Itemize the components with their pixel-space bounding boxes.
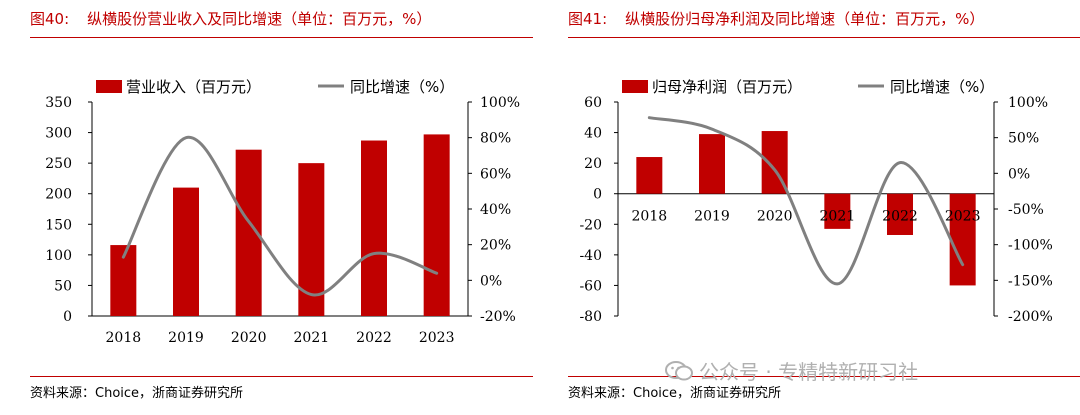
y-tick-label-right: 20% (480, 238, 511, 254)
x-tick-label: 2020 (757, 209, 793, 225)
y-tick-label-right: -200% (1008, 309, 1053, 325)
revenue-chart: 0 50 100 150 200 250 300 350 -20% 0% 20% 40% 60% 80% 1… (0, 40, 540, 370)
y-tick-label-left: -40 (579, 248, 602, 264)
title-divider (568, 37, 1080, 38)
y-tick-label-left: 100 (45, 248, 72, 264)
legend-line-label: 同比增速（%） (890, 78, 994, 96)
x-tick-label: 2019 (694, 209, 730, 225)
y-tick-label-left: 200 (45, 187, 72, 203)
y-tick-label-left: 0 (63, 309, 72, 325)
watermark-text: 公众号 · 专精特新研习社 (699, 356, 918, 385)
y-tick-label-left: 20 (584, 156, 602, 172)
y-tick-label-left: 150 (45, 217, 72, 233)
source-divider (30, 376, 533, 377)
chart-title-text: 纵横股份归母净利润及同比增速（单位：百万元，%） (625, 10, 984, 28)
y-tick-label-left: 60 (584, 95, 602, 111)
y-tick-label-left: 40 (584, 126, 602, 142)
chart-title: 图40: 纵横股份营业收入及同比增速（单位：百万元，%） (30, 8, 431, 29)
title-divider (30, 37, 533, 38)
growth-line (123, 137, 436, 295)
figure-number: 图40: (30, 10, 69, 28)
y-tick-label-right: 80% (480, 131, 511, 147)
y-tick-label-right: 0% (1008, 166, 1030, 182)
y-tick-label-right: -150% (1008, 273, 1053, 289)
bar-2022 (361, 141, 387, 316)
bar-2018 (636, 157, 662, 194)
legend-line-label: 同比增速（%） (350, 78, 454, 96)
legend-bar-label: 归母净利润（百万元） (652, 78, 802, 96)
y-tick-label-right: 50% (1008, 131, 1039, 147)
legend-bar-swatch (96, 80, 122, 93)
y-tick-label-right: 40% (480, 202, 511, 218)
x-tick-label: 2020 (231, 330, 267, 346)
legend-bar-swatch (622, 80, 648, 93)
y-tick-label-right: 100% (480, 95, 520, 111)
y-tick-label-left: -60 (579, 278, 602, 294)
x-tick-label: 2022 (356, 330, 392, 346)
y-tick-label-right: 100% (1008, 95, 1048, 111)
chart-title-text: 纵横股份营业收入及同比增速（单位：百万元，%） (87, 10, 431, 28)
net-profit-chart: -80 -60 -40 -20 0 20 40 60 -200% -150% -100% -50% 0%… (540, 40, 1080, 370)
y-tick-label-right: 0% (480, 273, 502, 289)
y-tick-label-right: -50% (1008, 202, 1044, 218)
watermark: 公众号 · 专精特新研习社 (665, 356, 918, 385)
y-tick-label-left: 50 (54, 278, 72, 294)
y-tick-label-right: 60% (480, 166, 511, 182)
x-tick-label: 2021 (820, 209, 856, 225)
bar-2023 (424, 134, 450, 316)
figure-number: 图41: (568, 10, 607, 28)
bar-2019 (173, 188, 199, 316)
x-tick-label: 2023 (419, 330, 455, 346)
y-tick-label-right: -20% (480, 309, 516, 325)
x-tick-label: 2018 (632, 209, 668, 225)
x-tick-label: 2021 (294, 330, 330, 346)
y-tick-label-right: -100% (1008, 238, 1053, 254)
wechat-icon (665, 360, 693, 382)
y-tick-label-left: 300 (45, 126, 72, 142)
bar-2023 (950, 194, 976, 286)
legend-bar-label: 营业收入（百万元） (126, 78, 261, 96)
growth-line (649, 118, 962, 284)
x-tick-label: 2018 (106, 330, 142, 346)
x-tick-label: 2019 (168, 330, 204, 346)
x-tick-label: 2023 (945, 209, 981, 225)
y-tick-label-left: 350 (45, 95, 72, 111)
y-tick-label-left: -80 (579, 309, 602, 325)
y-tick-label-left: 0 (593, 187, 602, 203)
x-tick-label: 2022 (882, 209, 918, 225)
chart-title: 图41: 纵横股份归母净利润及同比增速（单位：百万元，%） (568, 8, 984, 29)
net-profit-chart-panel: 图41: 纵横股份归母净利润及同比增速（单位：百万元，%） -80 -60 -40 -2… (540, 0, 1080, 415)
y-tick-label-left: -20 (579, 217, 602, 233)
y-tick-label-left: 250 (45, 156, 72, 172)
source-note: 资料来源：Choice，浙商证券研究所 (30, 382, 243, 401)
revenue-chart-panel: 图40: 纵横股份营业收入及同比增速（单位：百万元，%） 0 50 100 150 200… (0, 0, 540, 415)
bar-2019 (699, 134, 725, 194)
